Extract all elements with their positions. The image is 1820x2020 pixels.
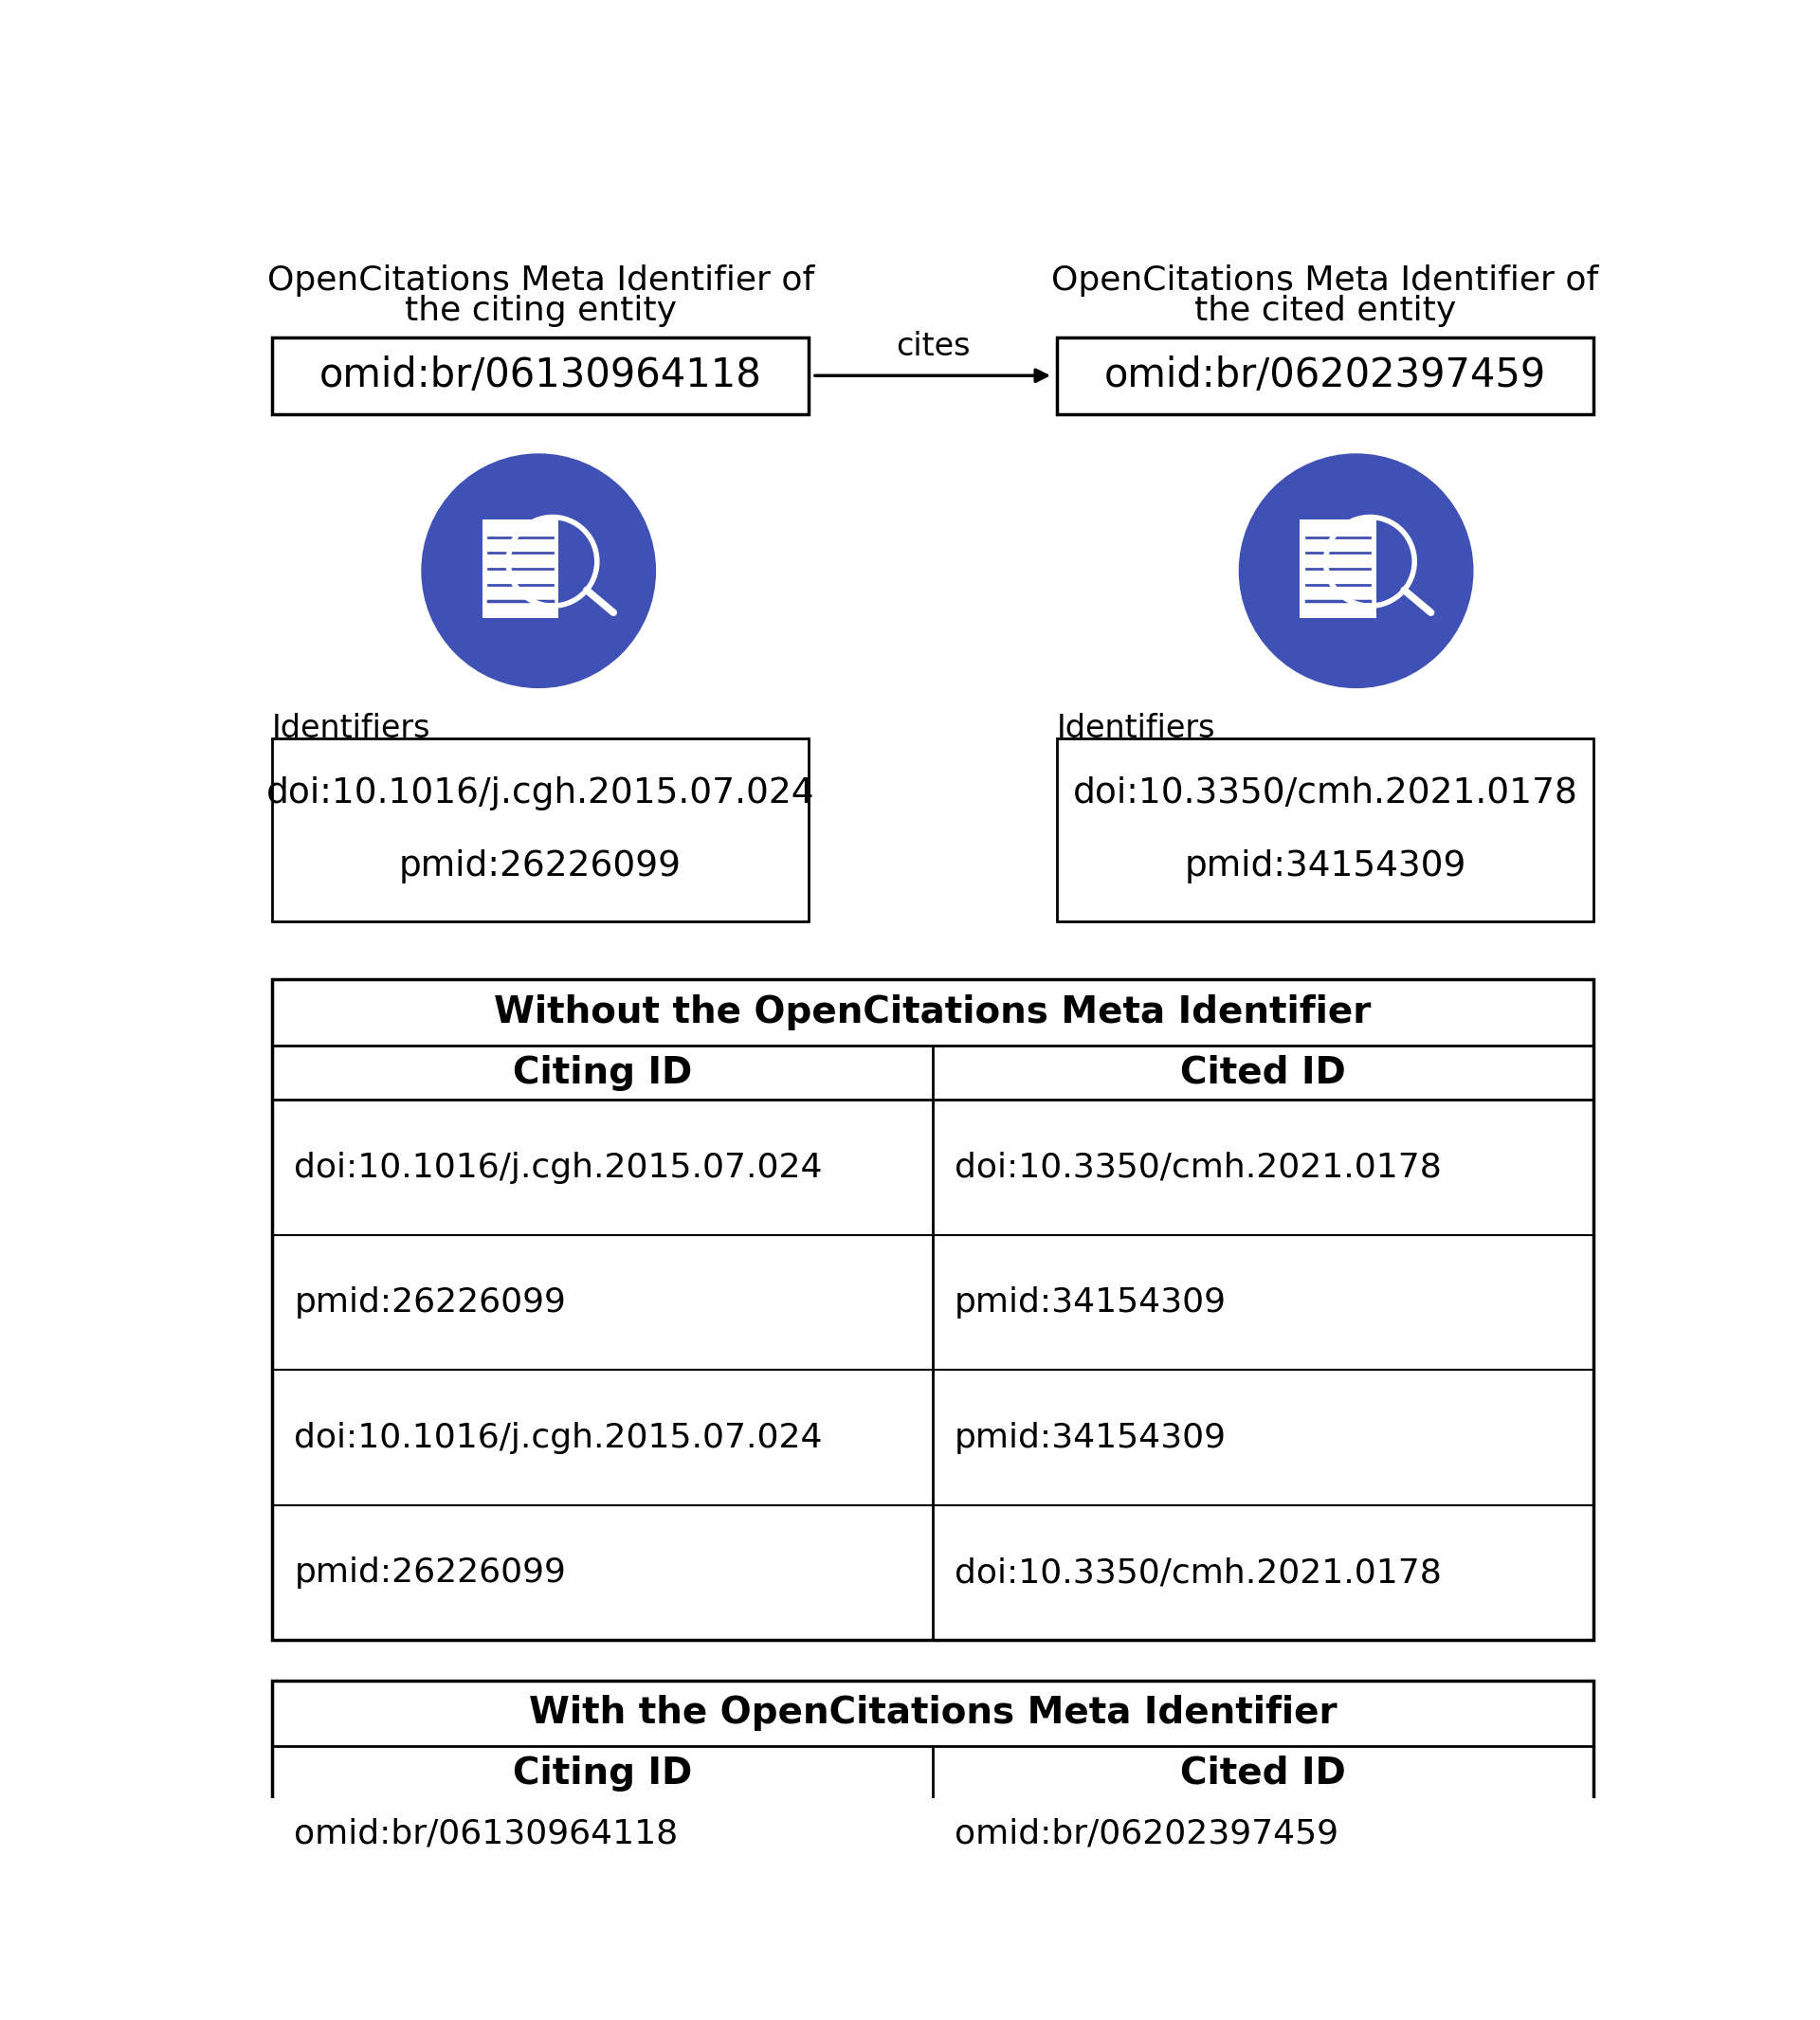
Circle shape	[1239, 455, 1472, 687]
Text: doi:10.3350/cmh.2021.0178: doi:10.3350/cmh.2021.0178	[956, 1557, 1441, 1590]
Text: OpenCitations Meta Identifier of: OpenCitations Meta Identifier of	[268, 265, 814, 297]
FancyBboxPatch shape	[273, 337, 808, 414]
Text: the cited entity: the cited entity	[1194, 295, 1456, 327]
FancyBboxPatch shape	[273, 980, 1592, 1640]
Text: doi:10.1016/j.cgh.2015.07.024: doi:10.1016/j.cgh.2015.07.024	[295, 1422, 823, 1454]
Text: Identifiers: Identifiers	[1057, 713, 1216, 745]
FancyBboxPatch shape	[1299, 519, 1376, 618]
Text: pmid:34154309: pmid:34154309	[1185, 848, 1467, 883]
FancyBboxPatch shape	[482, 519, 559, 618]
Text: Without the OpenCitations Meta Identifier: Without the OpenCitations Meta Identifie…	[495, 994, 1370, 1030]
FancyBboxPatch shape	[273, 1681, 1592, 1866]
Text: omid:br/06202397459: omid:br/06202397459	[956, 1818, 1338, 1850]
Text: Citing ID: Citing ID	[513, 1054, 692, 1091]
Text: doi:10.3350/cmh.2021.0178: doi:10.3350/cmh.2021.0178	[1072, 776, 1578, 810]
Text: doi:10.1016/j.cgh.2015.07.024: doi:10.1016/j.cgh.2015.07.024	[266, 776, 815, 810]
FancyBboxPatch shape	[273, 739, 808, 921]
Text: Identifiers: Identifiers	[273, 713, 431, 745]
Text: doi:10.1016/j.cgh.2015.07.024: doi:10.1016/j.cgh.2015.07.024	[295, 1151, 823, 1184]
Text: the citing entity: the citing entity	[404, 295, 677, 327]
Text: omid:br/06202397459: omid:br/06202397459	[1105, 356, 1545, 396]
Text: pmid:34154309: pmid:34154309	[956, 1422, 1227, 1454]
Text: omid:br/06130964118: omid:br/06130964118	[318, 356, 763, 396]
Text: pmid:34154309: pmid:34154309	[956, 1287, 1227, 1319]
Text: With the OpenCitations Meta Identifier: With the OpenCitations Meta Identifier	[528, 1695, 1338, 1731]
Text: doi:10.3350/cmh.2021.0178: doi:10.3350/cmh.2021.0178	[956, 1151, 1441, 1184]
Text: cites: cites	[895, 331, 970, 362]
Circle shape	[422, 455, 655, 687]
Text: pmid:26226099: pmid:26226099	[295, 1287, 566, 1319]
Text: pmid:26226099: pmid:26226099	[295, 1557, 566, 1590]
Text: Citing ID: Citing ID	[513, 1755, 692, 1792]
Text: omid:br/06130964118: omid:br/06130964118	[295, 1818, 679, 1850]
Text: OpenCitations Meta Identifier of: OpenCitations Meta Identifier of	[1052, 265, 1598, 297]
FancyBboxPatch shape	[1057, 739, 1592, 921]
FancyBboxPatch shape	[1057, 337, 1592, 414]
Text: pmid:26226099: pmid:26226099	[399, 848, 682, 883]
Text: Cited ID: Cited ID	[1179, 1054, 1345, 1091]
Text: Cited ID: Cited ID	[1179, 1755, 1345, 1792]
